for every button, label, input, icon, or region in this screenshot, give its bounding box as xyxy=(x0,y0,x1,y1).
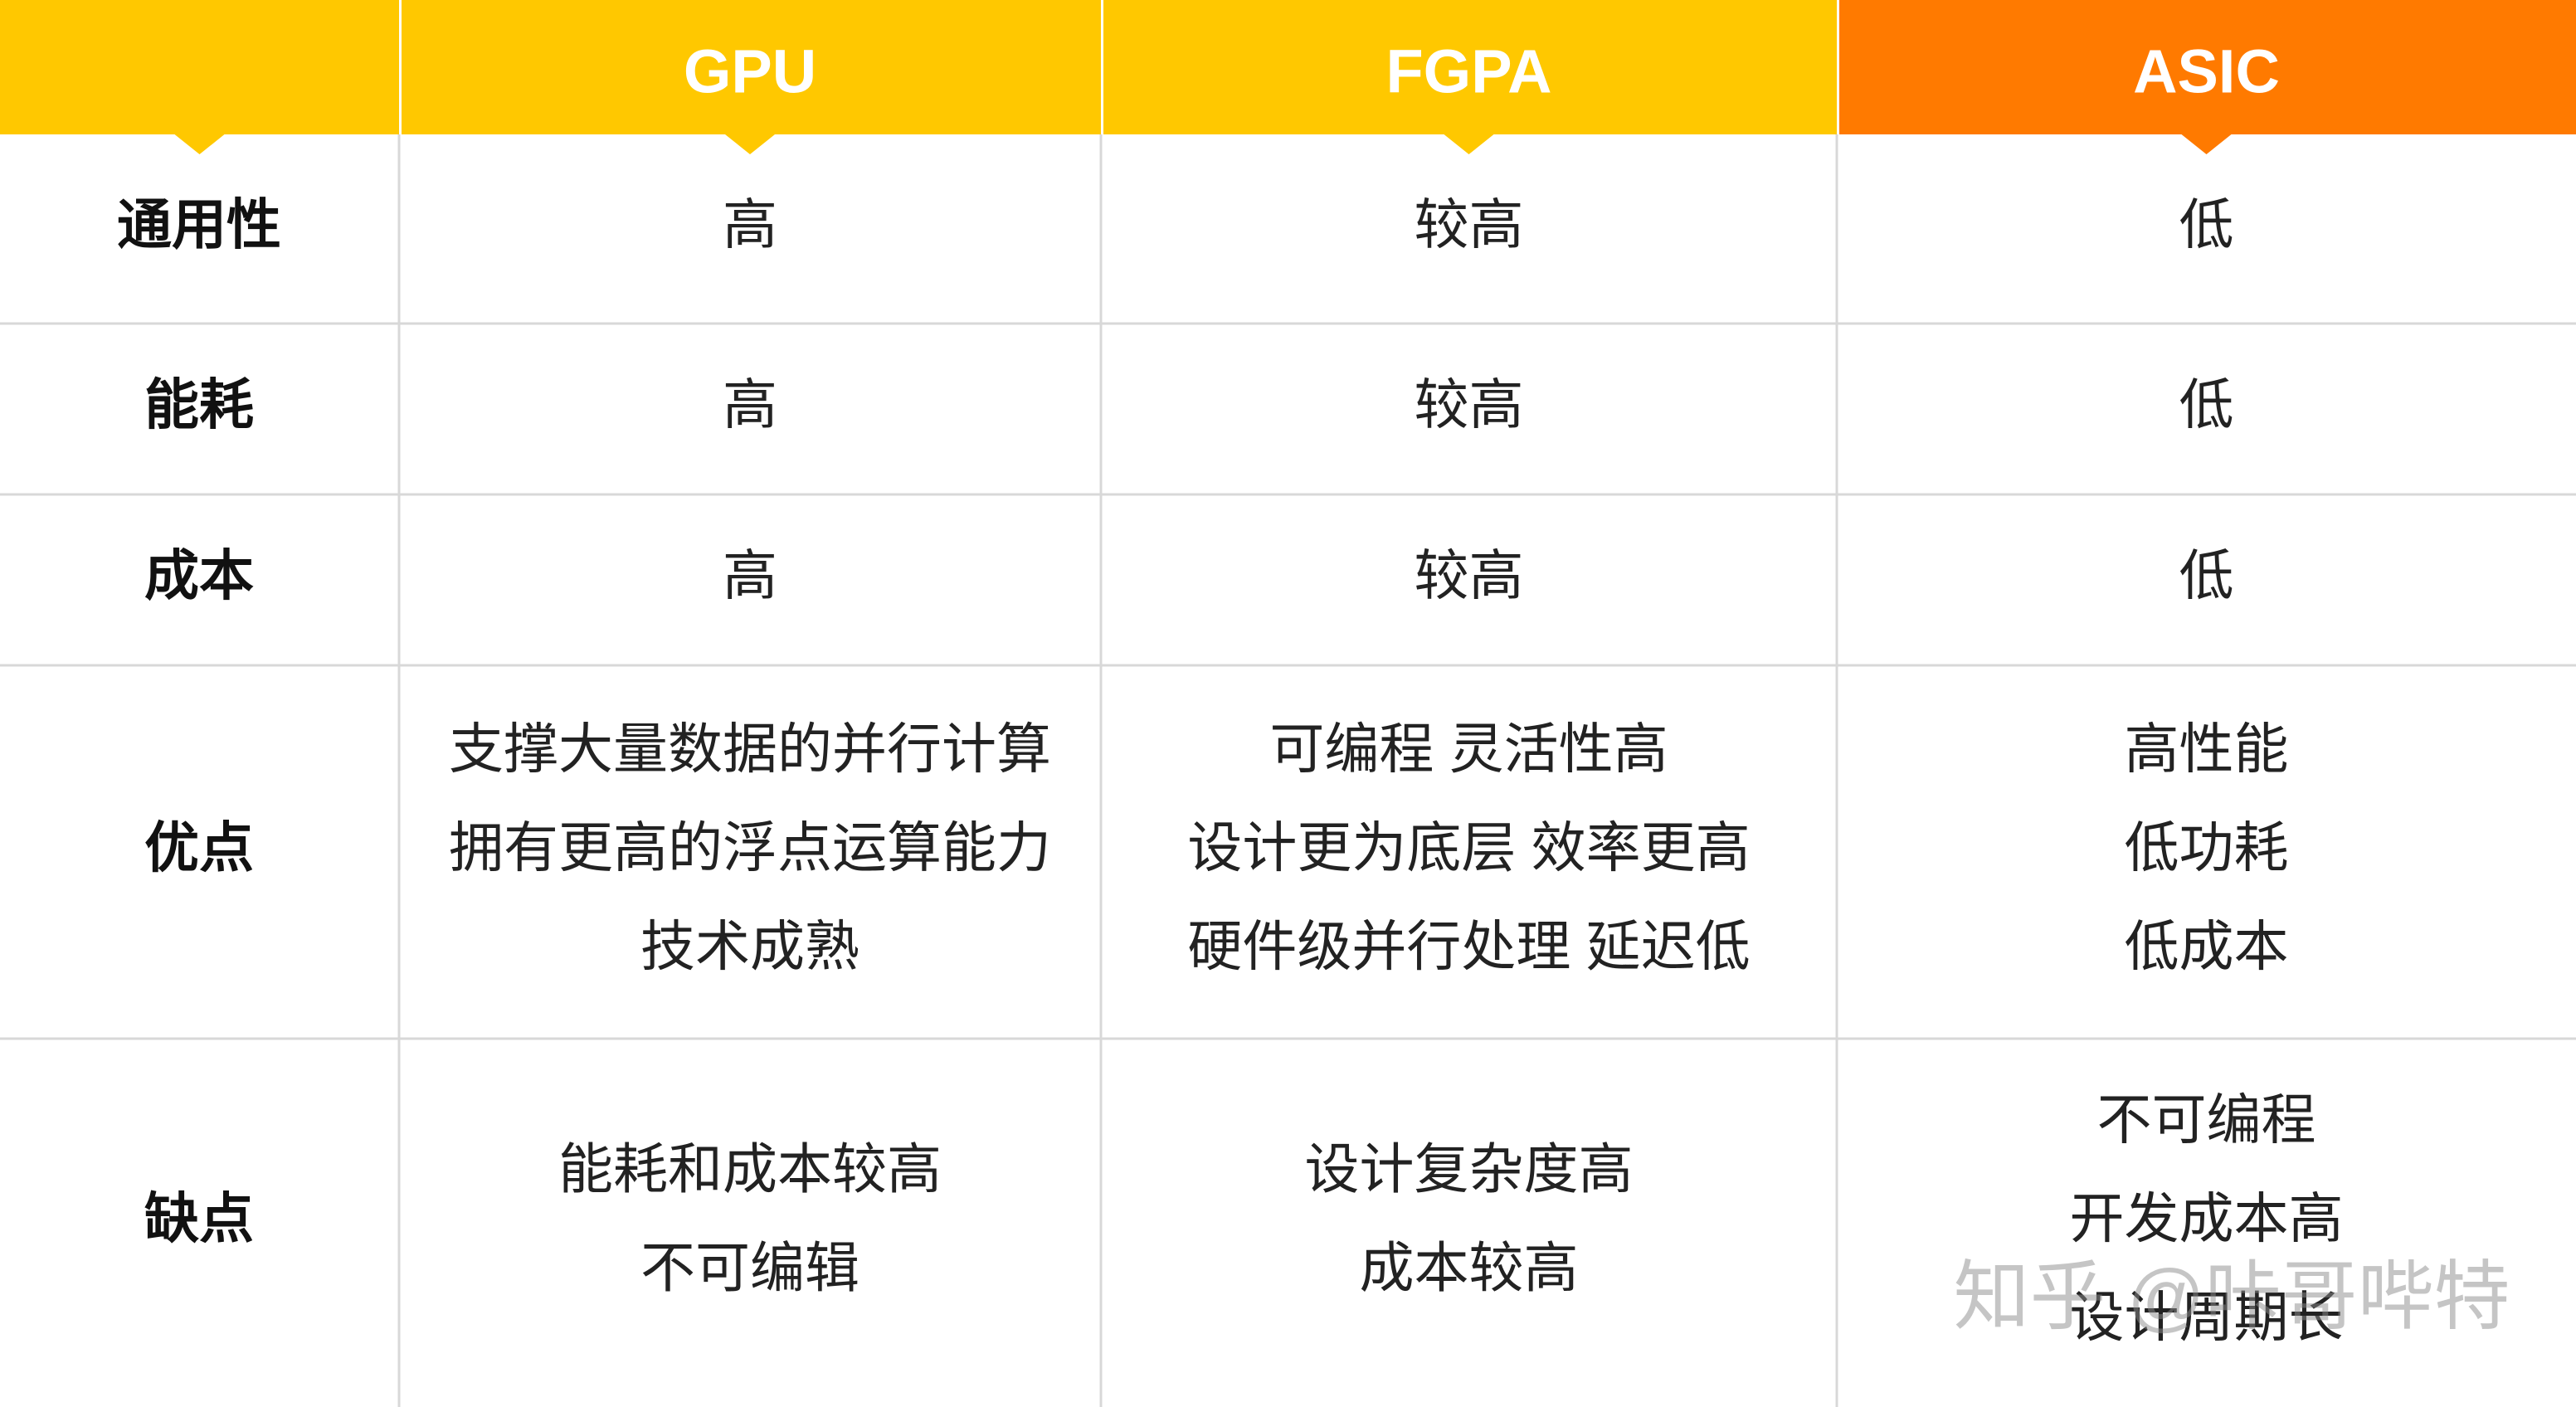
row-label: 缺点 xyxy=(144,1187,254,1249)
column-header: GPU xyxy=(684,37,816,106)
cell-text: 高 xyxy=(723,193,777,255)
header-pointer xyxy=(174,134,225,154)
cell-text: 高 xyxy=(723,373,777,435)
cell-text: 设计周期长 xyxy=(2070,1286,2344,1347)
cell-text: 较高 xyxy=(1415,544,1524,606)
column-header: ASIC xyxy=(2133,37,2280,106)
cell-text: 低 xyxy=(2179,544,2234,606)
cell-text: 低 xyxy=(2179,373,2234,435)
cell-text: 能耗和成本较高 xyxy=(558,1138,942,1200)
cell-text: 可编程 灵活性高 xyxy=(1269,718,1668,779)
cell-text: 低 xyxy=(2179,193,2234,255)
cell-text: 成本较高 xyxy=(1360,1237,1579,1298)
cell-text: 较高 xyxy=(1415,373,1524,435)
cell-text: 较高 xyxy=(1415,193,1524,255)
header-pointer xyxy=(1444,134,1494,154)
row-label: 通用性 xyxy=(117,193,281,255)
header-cell xyxy=(1103,0,1837,134)
cell-text: 设计复杂度高 xyxy=(1305,1138,1634,1200)
row-label: 能耗 xyxy=(144,373,254,435)
row-label: 优点 xyxy=(144,816,254,878)
cell-text: 硬件级并行处理 延迟低 xyxy=(1187,915,1750,976)
cell-text: 开发成本高 xyxy=(2070,1187,2344,1249)
cell-text: 高 xyxy=(723,544,777,606)
header-cell xyxy=(1839,0,2576,134)
cell-text: 不可编辑 xyxy=(640,1237,859,1298)
row-label: 成本 xyxy=(144,544,254,606)
header-pointer xyxy=(2181,134,2232,154)
cell-text: 低成本 xyxy=(2125,915,2289,976)
watermark: 知乎 @咔哥哔特 xyxy=(1954,1254,2510,1339)
column-header: FGPA xyxy=(1385,37,1551,106)
cell-text: 不可编程 xyxy=(2097,1088,2316,1150)
cell-text: 技术成熟 xyxy=(640,915,859,976)
cell-text: 设计更为底层 效率更高 xyxy=(1187,816,1750,878)
header-cell xyxy=(0,0,399,134)
cell-text: 低功耗 xyxy=(2125,816,2289,878)
header-pointer xyxy=(725,134,775,154)
cell-text: 高性能 xyxy=(2125,718,2289,779)
cell-text: 支撑大量数据的并行计算 xyxy=(449,718,1051,779)
header-cell xyxy=(402,0,1101,134)
cell-text: 拥有更高的浮点运算能力 xyxy=(449,816,1051,878)
